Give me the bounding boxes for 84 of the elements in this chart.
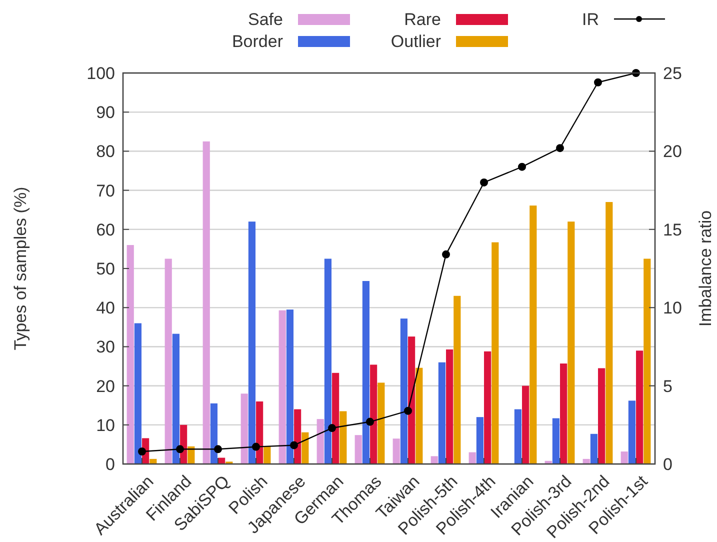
bar [332, 372, 340, 464]
bar [552, 418, 560, 464]
bar [476, 417, 484, 464]
y2-tick-label: 10 [663, 298, 682, 318]
bar [188, 446, 195, 464]
bar [202, 141, 210, 464]
point [556, 144, 564, 152]
bar [210, 403, 218, 464]
legend-label: Safe [248, 10, 283, 29]
legend-label: IR [582, 10, 599, 29]
point [404, 406, 412, 415]
y-tick-label: 100 [86, 64, 115, 83]
bar [438, 362, 446, 464]
bar [446, 349, 454, 464]
bar [134, 323, 142, 464]
bar [606, 202, 613, 464]
bar [164, 258, 172, 464]
point [518, 162, 526, 171]
bar [172, 334, 180, 464]
bar [126, 245, 134, 464]
legend-label: Outlier [390, 32, 442, 51]
bar [568, 222, 575, 464]
bar [468, 452, 476, 464]
y2-tick-label: 0 [663, 455, 672, 474]
bar [408, 336, 416, 464]
bar [620, 451, 628, 464]
bar [400, 318, 408, 464]
bar [484, 351, 492, 464]
y-tick-label: 30 [96, 338, 115, 357]
point [480, 178, 488, 186]
point [176, 445, 184, 454]
bar [362, 281, 370, 464]
point [366, 418, 374, 426]
bar [340, 411, 347, 464]
y2-tick-label: 20 [663, 142, 682, 162]
bar [530, 206, 537, 464]
point [290, 441, 298, 450]
y-tick-label: 80 [96, 142, 115, 162]
bar [628, 400, 636, 464]
bar [416, 368, 423, 464]
y2-tick-label: 5 [663, 376, 672, 396]
bar [454, 296, 461, 464]
point [328, 424, 336, 432]
y-tick-label: 50 [96, 260, 115, 278]
bar [522, 386, 530, 464]
bar [598, 368, 606, 464]
y-tick-label: 20 [96, 376, 115, 396]
y-tick-label: 10 [96, 416, 115, 435]
bar [286, 310, 294, 464]
bar [370, 364, 378, 464]
y-tick-label: 70 [96, 181, 115, 200]
bar [264, 446, 271, 464]
bar [590, 434, 598, 464]
bar [256, 401, 264, 464]
y2-tick-label: 25 [663, 64, 682, 83]
bar [278, 310, 286, 464]
bar [514, 409, 522, 464]
point [138, 447, 146, 456]
bar [316, 419, 324, 464]
point [214, 445, 222, 454]
bar [324, 258, 332, 464]
y-tick-label: 40 [96, 298, 115, 318]
legend-label: Rare [404, 10, 441, 29]
point [252, 442, 260, 451]
legend-label: Border [232, 32, 284, 51]
y-axis-title: Types of samples (%) [11, 186, 30, 350]
point [442, 250, 450, 258]
bar [560, 364, 568, 464]
y-tick-label: 0 [106, 455, 115, 474]
bar [430, 456, 438, 464]
bar [492, 242, 499, 464]
bar [248, 222, 256, 464]
y2-tick-label: 15 [663, 220, 682, 240]
bar [354, 435, 362, 464]
bar [392, 438, 400, 464]
bar [240, 394, 248, 464]
y2-axis-title: Imbalance ratio [696, 210, 715, 327]
point [594, 78, 602, 86]
bar [636, 350, 644, 464]
y-tick-label: 90 [96, 103, 115, 122]
bar [644, 258, 651, 464]
bar [302, 432, 309, 464]
y-tick-label: 60 [96, 220, 115, 240]
bar [378, 382, 385, 464]
